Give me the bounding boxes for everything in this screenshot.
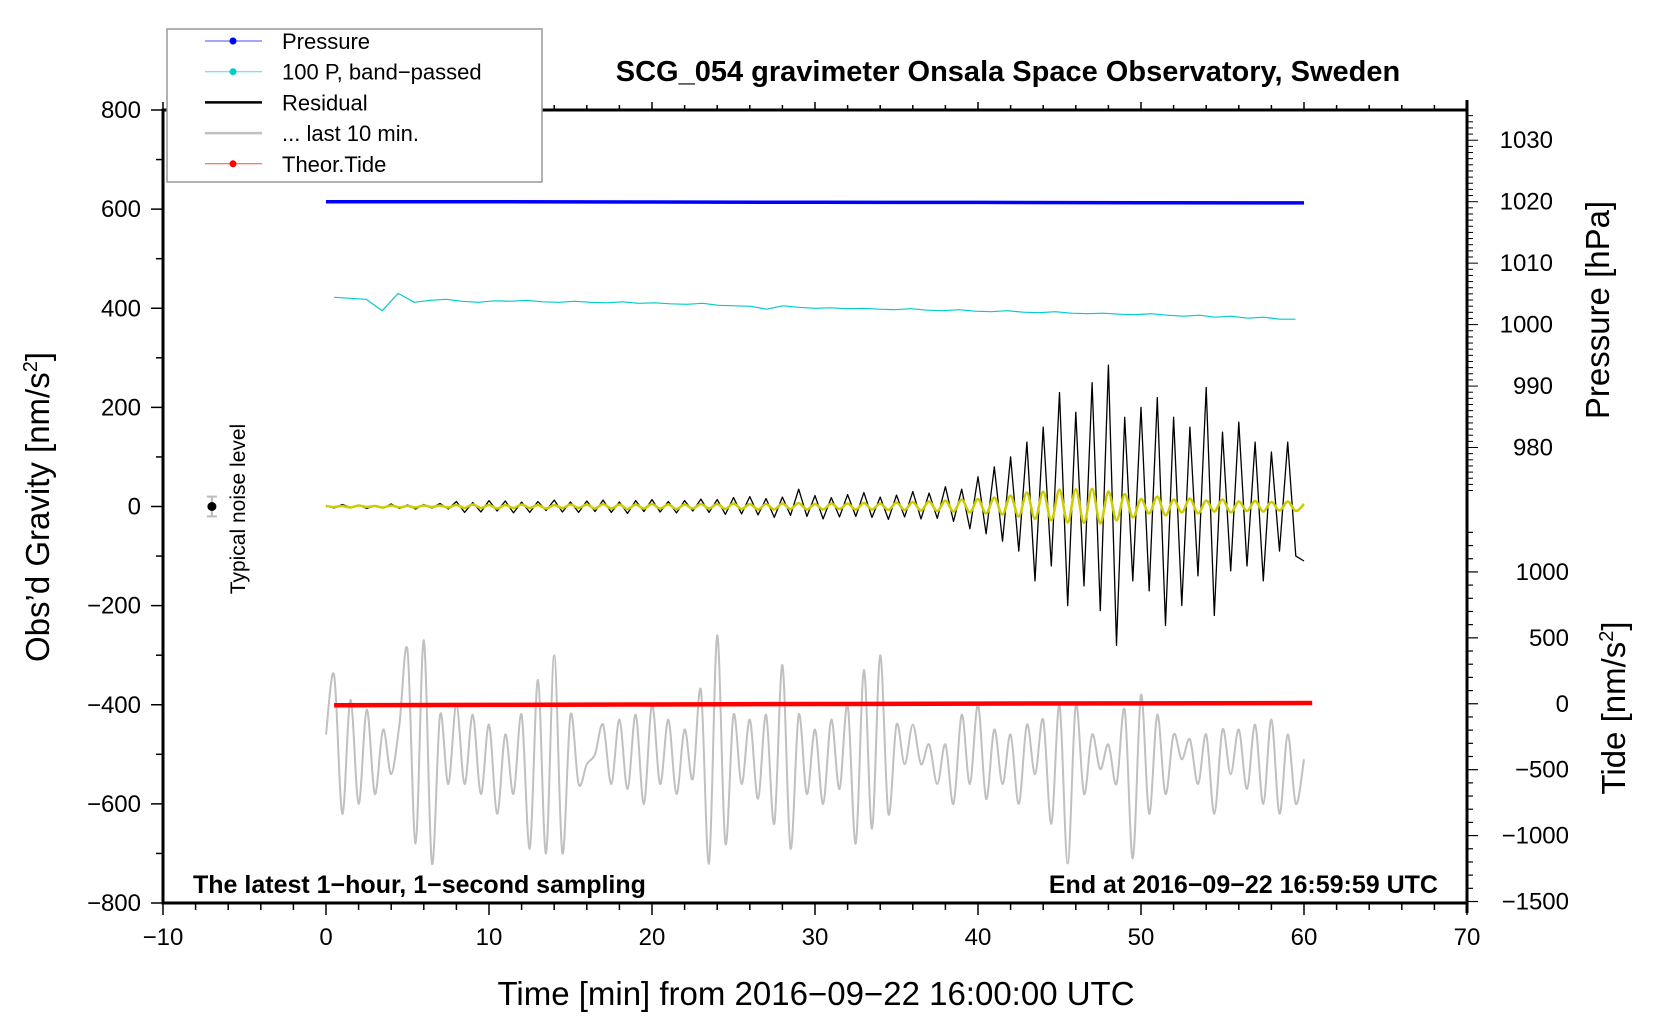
- pressure-tick-label: 990: [1513, 373, 1553, 400]
- legend-box: [166, 28, 543, 183]
- annotation-end-time: End at 2016−09−22 16:59:59 UTC: [1049, 871, 1438, 899]
- y-axis-title-main: Obs’d Gravity [nm/s: [19, 372, 56, 662]
- pressure-tick-label: 980: [1513, 435, 1553, 462]
- y-tick-label: −400: [87, 692, 141, 719]
- tide-tick-label: −1500: [1502, 889, 1569, 916]
- plot-series: [325, 199, 1313, 865]
- x-tick-label: 0: [319, 924, 332, 951]
- y-tick-label: 0: [128, 494, 141, 521]
- y-axis-title: Obs’d Gravity [nm/s2]: [19, 352, 56, 662]
- tide-tick-label: −1000: [1502, 823, 1569, 850]
- tide-axis-title-main: Tide [nm/s: [1595, 642, 1632, 795]
- axes: −10 0 10 20 30 40 50 60 708006004002000−200−400−…: [87, 97, 1569, 951]
- y-axis-title-sup: 2: [20, 361, 42, 372]
- legend-marker: [229, 37, 237, 45]
- tide-axis-title: Tide [nm/s2]: [1595, 621, 1632, 794]
- x-tick-label: 40: [965, 924, 992, 951]
- legend: Pressure 100 P, band−passed Residual ... la…: [166, 28, 543, 183]
- last-10-min-series: [325, 634, 1305, 865]
- y-tick-label: 400: [101, 295, 141, 322]
- legend-label: 100 P, band−passed: [282, 60, 482, 85]
- tide-series: [334, 700, 1313, 708]
- x-tick-label: 70: [1454, 924, 1481, 951]
- y-tick-label: 200: [101, 394, 141, 421]
- legend-label: Residual: [282, 90, 368, 115]
- noise-level-label: Typical noise level: [227, 424, 250, 594]
- tide-axis-title-sup: 2: [1596, 631, 1618, 642]
- noise-point: [207, 502, 217, 511]
- annotation-sampling: The latest 1−hour, 1−second sampling: [193, 871, 646, 899]
- residual-series: [325, 364, 1305, 646]
- band-passed-pressure-series: [334, 292, 1296, 320]
- x-tick-label: −10: [143, 924, 184, 951]
- x-tick-label: 30: [802, 924, 829, 951]
- x-axis-title: Time [min] from 2016−09−22 16:00:00 UTC: [497, 975, 1134, 1012]
- y-tick-label: −200: [87, 593, 141, 620]
- x-tick-label: 10: [476, 924, 503, 951]
- x-tick-label: 60: [1291, 924, 1318, 951]
- y-axis-title-end: ]: [19, 352, 56, 361]
- pressure-tick-label: 1020: [1500, 189, 1553, 216]
- x-tick-label: 20: [639, 924, 666, 951]
- pressure-series: [326, 199, 1305, 205]
- tide-tick-label: 1000: [1516, 559, 1569, 586]
- y-tick-label: 600: [101, 196, 141, 223]
- legend-marker: [229, 68, 237, 76]
- chart-title: SCG_054 gravimeter Onsala Space Observat…: [616, 56, 1400, 88]
- y-tick-label: −800: [87, 890, 141, 917]
- y-tick-label: 800: [101, 97, 141, 124]
- tide-axis-title-end: ]: [1595, 621, 1632, 630]
- x-tick-label: 50: [1128, 924, 1155, 951]
- legend-label: ... last 10 min.: [282, 121, 419, 146]
- pressure-axis-title: Pressure [hPa]: [1579, 201, 1616, 419]
- pressure-tick-label: 1000: [1500, 312, 1553, 339]
- pressure-tick-label: 1010: [1500, 250, 1553, 277]
- legend-label: Pressure: [282, 29, 370, 54]
- tide-tick-label: 0: [1556, 691, 1569, 718]
- noise-level-marker: [206, 495, 217, 518]
- y-tick-label: −600: [87, 791, 141, 818]
- legend-marker: [229, 160, 237, 168]
- tide-tick-label: −500: [1515, 757, 1569, 784]
- legend-label: Theor.Tide: [282, 152, 386, 177]
- residual-filtered-series: [325, 487, 1305, 525]
- pressure-tick-label: 1030: [1500, 127, 1553, 154]
- tide-tick-label: 500: [1529, 625, 1569, 652]
